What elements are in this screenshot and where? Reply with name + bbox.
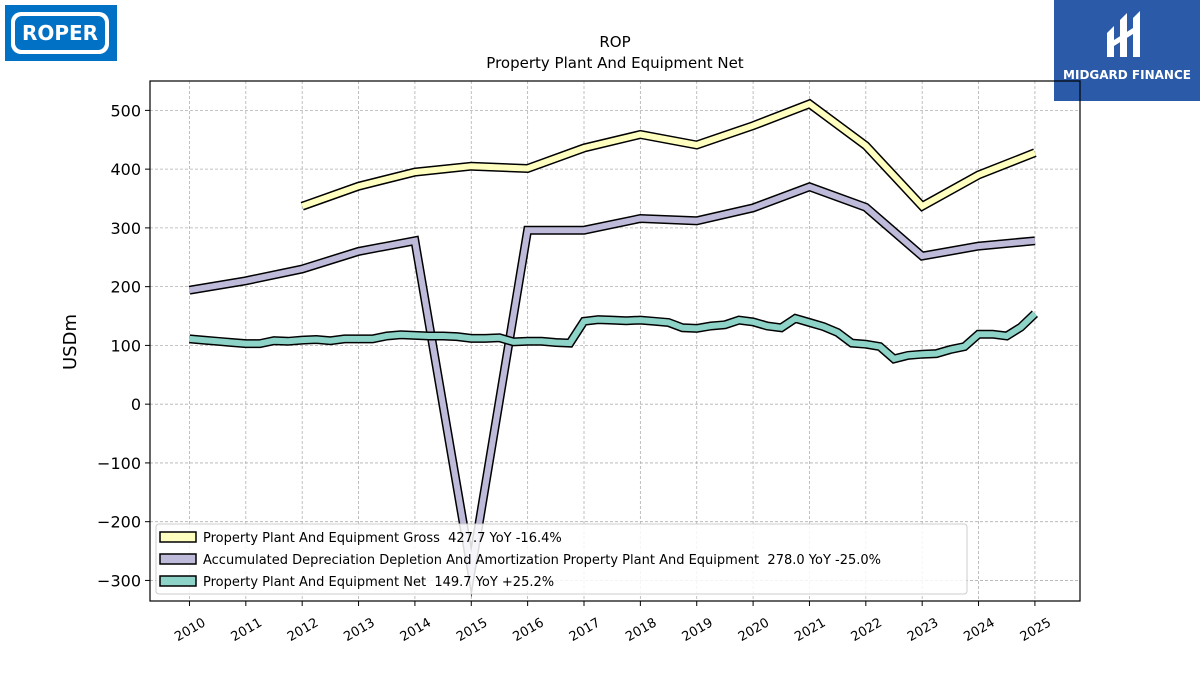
x-tick-label: 2010 [172,615,208,645]
x-tick-label: 2021 [792,615,828,645]
midgard-emblem-icon [1107,11,1140,57]
midgard-logo-text: MIDGARD FINANCE [1063,68,1191,82]
x-tick-label: 2022 [849,615,885,645]
y-tick-label: −300 [97,571,141,590]
series-line-1 [189,183,1036,589]
x-tick-label: 2018 [623,615,659,645]
series-line-2 [189,311,1037,363]
series-line-outline-0 [300,98,1037,212]
series-line-0 [301,100,1037,210]
x-tick-label: 2011 [229,615,265,645]
y-tick-label: −200 [97,513,141,532]
roper-logo-text: ROPER [21,21,99,45]
plot-frame [149,80,1081,602]
x-tick-label: 2013 [341,615,377,645]
legend-label-0: Property Plant And Equipment Gross 427.7… [203,531,562,546]
legend-swatch-0 [159,531,197,543]
x-tick-label: 2019 [680,615,716,645]
chart-subtitle: Property Plant And Equipment Net [486,54,743,72]
y-tick-label: 0 [131,395,141,414]
x-tick-label: 2012 [285,615,321,645]
series-group [188,98,1039,598]
x-tick-label: 2025 [1018,615,1054,645]
y-tick-label: 200 [110,278,141,297]
x-tick-label: 2017 [567,615,603,645]
legend-label-2: Property Plant And Equipment Net 149.7 Y… [203,575,554,590]
legend-label-1: Accumulated Depreciation Depletion And A… [203,553,881,568]
x-tick-label: 2015 [454,615,490,645]
x-tick-label: 2023 [905,615,941,645]
legend-box [155,523,968,595]
roper-logo: ROPER [5,5,117,61]
x-tick-label: 2014 [398,615,434,645]
x-tick-label: 2016 [510,615,546,645]
y-tick-label: 400 [110,160,141,179]
x-tick-label: 2020 [736,615,772,645]
y-axis: −300 −200 −100 0 100 200 300 400 500 [97,101,150,590]
chart-title: ROP [599,33,630,51]
x-tick-label: 2024 [961,615,997,645]
midgard-finance-logo: MIDGARD FINANCE [1054,0,1200,101]
x-axis: 2010 2011 2012 2013 2014 2015 2016 2017 2018 2019… [172,601,1054,645]
y-tick-label: 500 [110,101,141,120]
y-tick-label: −100 [97,454,141,473]
y-axis-label: USDm [60,314,81,370]
y-tick-label: 300 [110,219,141,238]
legend-swatch-2 [159,575,197,587]
legend: Property Plant And Equipment Gross 427.7… [155,523,968,595]
legend-swatch-1 [159,553,197,565]
y-tick-label: 100 [110,336,141,355]
